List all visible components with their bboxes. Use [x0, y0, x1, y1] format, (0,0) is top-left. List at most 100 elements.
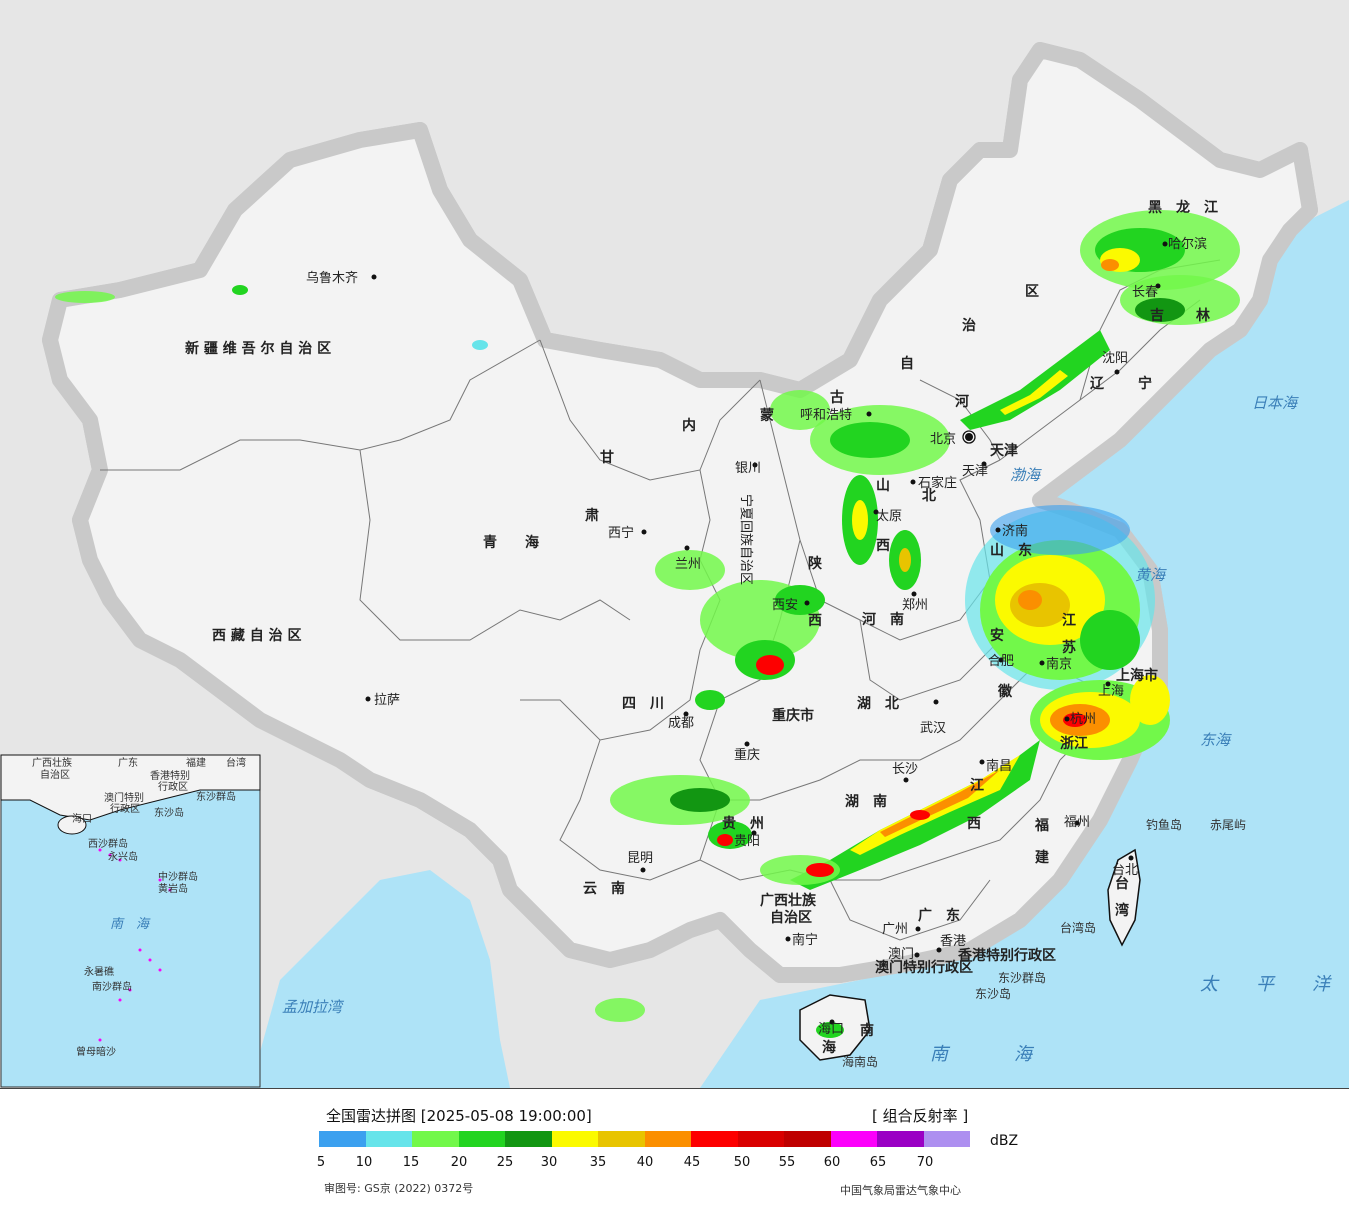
colorbar-tick-label: 60 [823, 1155, 841, 1170]
svg-text:行政区: 行政区 [110, 802, 140, 815]
province-label: 内 [682, 417, 696, 434]
province-label: 湖 北 [857, 696, 899, 712]
svg-text:广东: 广东 [118, 756, 138, 769]
province-label: 湾 [1115, 902, 1129, 919]
svg-text:南 海: 南 海 [110, 917, 151, 932]
province-label: 福 [1034, 817, 1049, 834]
colorbar-tick-label: 35 [589, 1155, 607, 1170]
province-label: 贵 州 [722, 815, 764, 832]
pacific-sea [700, 200, 1349, 1088]
svg-text:永暑礁: 永暑礁 [84, 965, 114, 978]
approval-number: 审图号: GS京 (2022) 0372号 [324, 1182, 474, 1195]
sea-label: 东海 [1200, 731, 1232, 749]
province-label: 浙江 [1060, 735, 1088, 752]
city-label: 重庆 [734, 747, 760, 763]
city-label: 香港 [940, 934, 966, 949]
province-borders [100, 259, 1221, 941]
city-label: 武汉 [920, 721, 946, 736]
colorbar-swatch [923, 1131, 970, 1147]
city-label: 长沙 [892, 762, 918, 777]
province-label: 新 疆 维 吾 尔 自 治 区 [185, 340, 331, 357]
city-label: 成都 [668, 716, 694, 731]
province-label: 肃 [585, 507, 599, 524]
city-label: 太原 [876, 509, 902, 524]
city-label: 台北 [1112, 863, 1138, 878]
colorbar-swatch [644, 1131, 691, 1147]
colorbar-tick-label: 10 [355, 1155, 373, 1170]
source-label: 中国气象局雷达气象中心 [840, 1184, 961, 1197]
city-label: 北京 [930, 432, 956, 447]
city-markers: 乌鲁木齐 拉萨 西宁 兰州 银川 呼和浩特 北京 天津 石家庄 太原 济南 郑州… [306, 236, 1207, 1037]
province-label: 北 [922, 488, 936, 504]
city-label: 广州 [882, 922, 908, 937]
city-label: 海口 [818, 1022, 844, 1037]
province-label: 云 南 [583, 880, 625, 897]
colorbar-tick-label: 15 [402, 1155, 420, 1170]
province-label: 广西壮族 [760, 892, 817, 909]
svg-text:西沙群岛: 西沙群岛 [88, 837, 128, 850]
colorbar-tick-label: 55 [778, 1155, 796, 1170]
city-label: 贵阳 [734, 834, 760, 849]
province-label: 吉 [1150, 307, 1164, 324]
sea-label: 渤海 [1010, 466, 1042, 484]
city-label: 哈尔滨 [1168, 236, 1207, 252]
colorbar-tick-label: 50 [733, 1155, 751, 1170]
province-label: 治 [962, 317, 976, 334]
city-label: 南京 [1046, 656, 1072, 672]
colorbar-swatch [598, 1131, 645, 1147]
colorbar-swatch [877, 1131, 924, 1147]
province-label: 湖 南 [845, 793, 887, 810]
colorbar-swatch [365, 1131, 412, 1147]
colorbar-tick-label: 40 [636, 1155, 654, 1170]
colorbar-swatch [412, 1131, 459, 1147]
city-label: 南昌 [986, 758, 1012, 774]
city-label: 郑州 [902, 598, 928, 613]
city-label: 杭州 [1070, 712, 1096, 727]
svg-text:福建: 福建 [186, 756, 206, 769]
colorbar-swatch [691, 1131, 738, 1147]
svg-text:东沙群岛: 东沙群岛 [196, 790, 236, 803]
sea-label: 太 平 洋 [1200, 974, 1340, 995]
colorbar-swatch [458, 1131, 505, 1147]
svg-text:曾母暗沙: 曾母暗沙 [76, 1045, 116, 1058]
sea-label: 日本海 [1252, 394, 1299, 412]
colorbar-tick-label: 30 [540, 1155, 558, 1170]
city-label: 济南 [1002, 523, 1028, 539]
bay-of-bengal [250, 870, 510, 1088]
colorbar-tick-label: 45 [683, 1155, 701, 1170]
city-label: 银川 [735, 461, 761, 476]
province-label: 安 [990, 627, 1004, 644]
radar-map-canvas: 新 疆 维 吾 尔 自 治 区 西 藏 自 治 区 青 海 甘 肃 内 蒙 古 … [0, 0, 1349, 1088]
colorbar-tick-label: 20 [450, 1155, 468, 1170]
svg-text:澳门特别: 澳门特别 [104, 791, 144, 804]
province-labels: 新 疆 维 吾 尔 自 治 区 西 藏 自 治 区 青 海 甘 肃 内 蒙 古 … [185, 199, 1218, 1056]
province-label: 江 [970, 777, 984, 794]
colorbar-tick-label: 5 [316, 1155, 326, 1170]
sea-label: 黄海 [1135, 566, 1167, 584]
sea-label: 南 海 [930, 1044, 1042, 1065]
city-label: 澳门 [888, 946, 914, 962]
city-label: 上海 [1098, 684, 1124, 699]
province-label: 林 [1196, 307, 1210, 324]
svg-text:自治区: 自治区 [40, 768, 70, 781]
svg-text:东沙岛: 东沙岛 [154, 806, 184, 819]
colorbar-swatch [551, 1131, 598, 1147]
svg-text:台湾: 台湾 [226, 756, 246, 769]
province-label: 陕 [808, 555, 822, 572]
city-label: 长春 [1132, 285, 1158, 300]
city-label: 呼和浩特 [800, 408, 852, 423]
inset-labels: 广西壮族 自治区 广东 福建 台湾 香港特别 行政区 澳门特别 行政区 东沙群岛… [32, 756, 246, 1058]
svg-text:南沙群岛: 南沙群岛 [92, 980, 132, 993]
province-label: 甘 [600, 449, 614, 466]
province-label: 蒙 [760, 407, 774, 424]
province-label: 南 [860, 1022, 874, 1039]
province-label: 广 东 [918, 907, 960, 924]
province-label: 台 [1115, 875, 1129, 892]
province-label: 江 [1062, 612, 1076, 629]
province-label: 建 [1035, 849, 1049, 866]
svg-text:中沙群岛: 中沙群岛 [158, 870, 198, 883]
province-label: 天津 [990, 442, 1018, 459]
legend-panel: 全国雷达拼图 [2025-05-08 19:00:00] [ 组合反射率 ] d… [0, 1089, 1349, 1208]
city-label: 石家庄 [918, 475, 957, 491]
unit-label: dBZ [990, 1133, 1019, 1149]
